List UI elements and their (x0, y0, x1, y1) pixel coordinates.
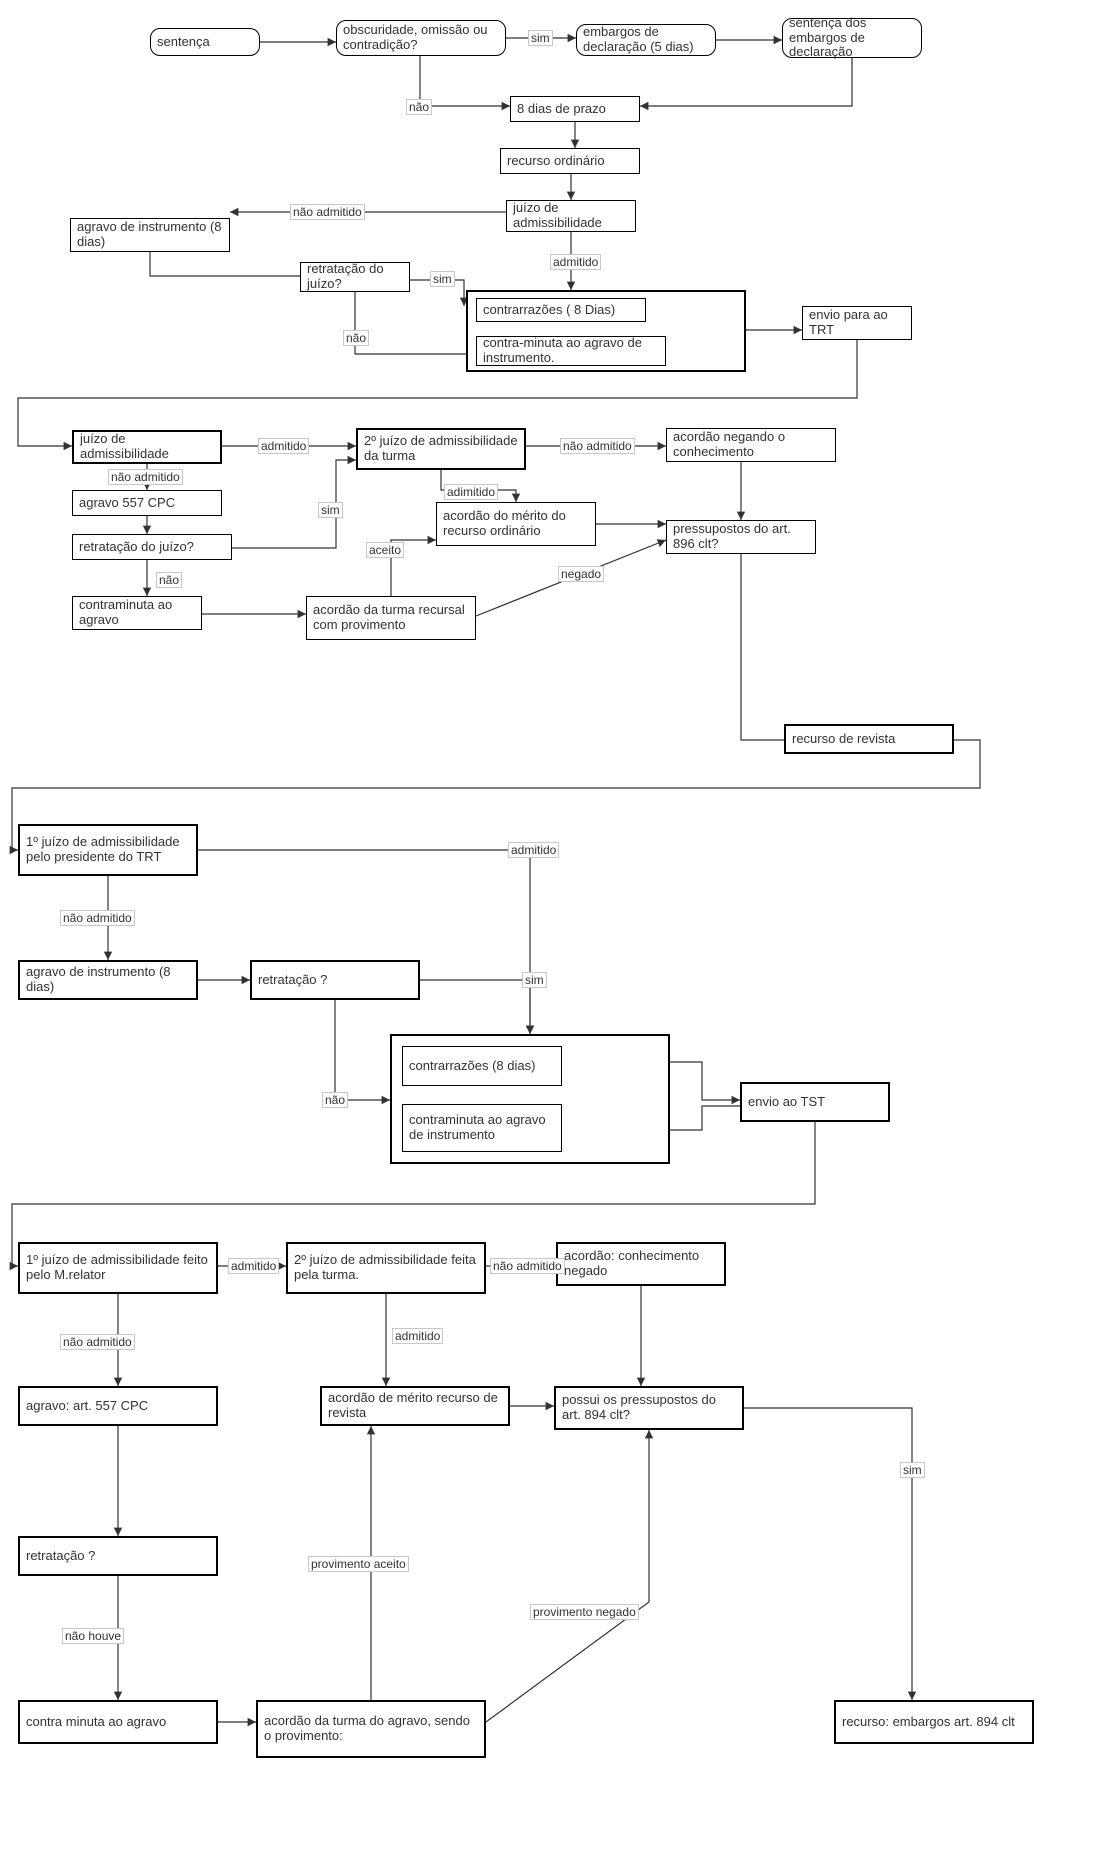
node-n13: agravo 557 CPC (72, 490, 222, 516)
node-n22: 1º juízo de admissibilidade pelo preside… (18, 824, 198, 876)
edge-label: não admitido (108, 469, 183, 485)
node-n14: retratação do juízo? (72, 534, 232, 560)
node-n33: retratação ? (18, 1536, 218, 1576)
edges-layer (0, 0, 1104, 1873)
edge-label: negado (558, 566, 604, 582)
node-n27: 1º juízo de admissibilidade feito pelo M… (18, 1242, 218, 1294)
node-n9: retratação do juízo? (300, 262, 410, 292)
edge-label: não (343, 330, 369, 346)
node-n17: acordão do mérito do recurso ordinário (436, 502, 596, 546)
edge (335, 1000, 390, 1100)
node-n7: juízo de admissibilidade (506, 200, 636, 232)
node-n25a: contrarrazões (8 dias) (402, 1046, 562, 1086)
node-n2: obscuridade, omissão ou contradição? (336, 20, 506, 56)
node-n20: pressupostos do art. 896 clt? (666, 520, 816, 554)
node-n19: acordão negando o conhecimento (666, 428, 836, 462)
edge-label: não (406, 99, 432, 115)
edge-label: não admitido (60, 1334, 135, 1350)
edge-label: não (322, 1092, 348, 1108)
edge-label: provimento negado (530, 1604, 639, 1620)
edge (420, 980, 530, 1034)
edge (640, 58, 852, 106)
edge (670, 1106, 740, 1130)
node-n26: envio ao TST (740, 1082, 890, 1122)
node-n34: contra minuta ao agravo (18, 1700, 218, 1744)
node-n16: 2º juízo de admissibilidade da turma (356, 428, 526, 470)
edge (744, 1408, 912, 1700)
edge-label: adimitido (444, 484, 498, 500)
edge (486, 1430, 649, 1722)
edge-label: admitido (258, 438, 309, 454)
node-n28: 2º juízo de admissibilidade feita pela t… (286, 1242, 486, 1294)
node-n5: 8 dias de prazo (510, 96, 640, 122)
edge (355, 292, 476, 354)
node-n15: contraminuta ao agravo (72, 596, 202, 630)
flowchart-canvas: sentença obscuridade, omissão ou contradi… (0, 0, 1104, 1873)
node-n12: juízo de admissibilidade (72, 430, 222, 464)
edge-label: não (156, 572, 182, 588)
node-n11: envio para ao TRT (802, 306, 912, 340)
node-n23: agravo de instrumento (8 dias) (18, 960, 198, 1000)
edge-label: sim (522, 972, 547, 988)
edge-label: não admitido (290, 204, 365, 220)
node-n18: acordão da turma recursal com provimento (306, 596, 476, 640)
edge (670, 1062, 740, 1100)
node-n10a: contrarrazões ( 8 Dias) (476, 298, 646, 322)
node-n10b: contra-minuta ao agravo de instrumento. (476, 336, 666, 366)
node-n25b: contraminuta ao agravo de instrumento (402, 1104, 562, 1152)
edge-label: não admitido (60, 910, 135, 926)
node-n24: retratação ? (250, 960, 420, 1000)
node-n32: possui os pressupostos do art. 894 clt? (554, 1386, 744, 1430)
node-n21: recurso de revista (784, 724, 954, 754)
node-n35: acordão da turma do agravo, sendo o prov… (256, 1700, 486, 1758)
edge (420, 56, 510, 106)
edge-label: aceito (366, 542, 404, 558)
edge-label: não admitido (490, 1258, 565, 1274)
edge-label: sim (900, 1462, 925, 1478)
edge (198, 850, 530, 1034)
edge-label: sim (430, 271, 455, 287)
edge-label: não admitido (560, 438, 635, 454)
node-n29: acordão: conhecimento negado (556, 1242, 726, 1286)
edge-label: sim (318, 502, 343, 518)
edge (741, 554, 784, 740)
node-n36: recurso: embargos art. 894 clt (834, 1700, 1034, 1744)
node-n30: agravo: art. 557 CPC (18, 1386, 218, 1426)
edge-label: admitido (508, 842, 559, 858)
node-n1: sentença (150, 28, 260, 56)
edge-label: provimento aceito (308, 1556, 409, 1572)
node-n6: recurso ordinário (500, 148, 640, 174)
edge-label: admitido (228, 1258, 279, 1274)
node-n31: acordão de mérito recurso de revista (320, 1386, 510, 1426)
node-n8: agravo de instrumento (8 dias) (70, 218, 230, 252)
edge-label: sim (528, 30, 553, 46)
edge-label: não houve (62, 1628, 124, 1644)
node-n3: embargos de declaração (5 dias) (576, 24, 716, 56)
edge-label: admitido (550, 254, 601, 270)
edge-label: admitido (392, 1328, 443, 1344)
edge (150, 252, 300, 276)
node-n4: sentença dos embargos de declaração (782, 18, 922, 58)
